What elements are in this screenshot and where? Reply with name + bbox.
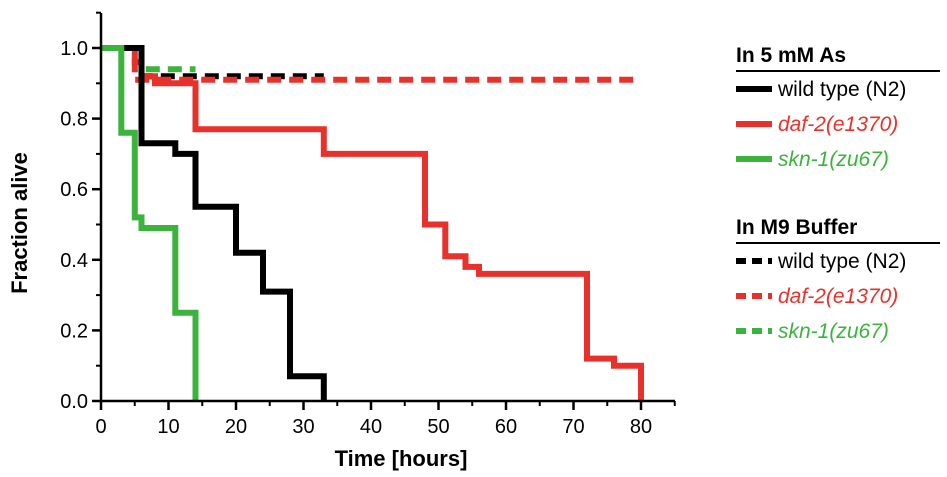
legend-label: skn-1(zu67) xyxy=(778,148,889,171)
series-line-as-skn-1-zu67 xyxy=(101,45,199,401)
x-tick-label: 0 xyxy=(95,416,106,438)
y-axis-title: Fraction alive xyxy=(7,152,32,294)
x-tick-label: 30 xyxy=(292,416,314,438)
x-tick-label: 80 xyxy=(630,416,652,438)
y-tick-label: 1.0 xyxy=(60,38,88,60)
x-tick-label: 50 xyxy=(427,416,449,438)
series-layer xyxy=(101,45,644,401)
x-tick-label: 20 xyxy=(225,416,247,438)
y-tick-label: 0.8 xyxy=(60,109,88,131)
x-tick-label: 70 xyxy=(562,416,584,438)
legend-heading: In M9 Buffer xyxy=(736,216,857,239)
series-line-m9-skn-1-zu67 xyxy=(101,45,196,73)
legend-label: wild type (N2) xyxy=(777,78,906,101)
legend-label: skn-1(zu67) xyxy=(778,320,889,343)
series-line-m9-daf-2-e1370 xyxy=(101,45,641,83)
y-tick-label: 0.2 xyxy=(60,320,88,342)
legend-label: daf-2(e1370) xyxy=(778,285,898,308)
x-tick-label: 10 xyxy=(157,416,179,438)
x-tick-label: 40 xyxy=(360,416,382,438)
series-line-as-wild-type-n2 xyxy=(101,45,327,401)
legend-heading: In 5 mM As xyxy=(736,44,846,67)
legend: In 5 mM As wild type (N2) daf-2(e1370) skn-… xyxy=(736,44,940,343)
x-axis-title: Time [hours] xyxy=(335,446,468,471)
legend-label: wild type (N2) xyxy=(777,250,906,273)
y-tick-label: 0.0 xyxy=(60,391,88,413)
y-tick-label: 0.6 xyxy=(60,179,88,201)
x-tick-label: 60 xyxy=(495,416,517,438)
series-line-as-daf-2-e1370 xyxy=(101,45,644,401)
legend-label: daf-2(e1370) xyxy=(778,113,898,136)
y-tick-label: 0.4 xyxy=(60,250,88,272)
axes: 0.0 0.2 0.4 0.6 0.8 1.0 0 10 20 30 40 50 60 70 80 xyxy=(60,11,676,438)
